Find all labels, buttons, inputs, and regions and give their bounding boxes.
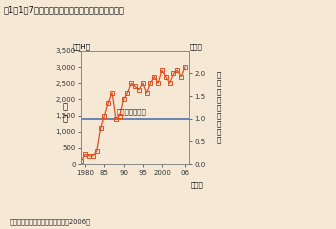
Text: 出典：気象庁『オゾン層観測報告2006』: 出典：気象庁『オゾン層観測報告2006』 [10, 218, 91, 225]
Text: （万H）: （万H） [73, 43, 91, 50]
Text: 南
極
大
陸
と
の
面
積
比: 南 極 大 陸 と の 面 積 比 [217, 72, 221, 143]
Text: 図1－1－7　南極上空のオゾンホールの面積の推移: 図1－1－7 南極上空のオゾンホールの面積の推移 [3, 6, 124, 15]
Text: 南極大陸の面積: 南極大陸の面積 [117, 108, 147, 114]
Text: （倍）: （倍） [190, 43, 203, 50]
Text: （年）: （年） [191, 182, 204, 188]
Text: 面
積: 面 積 [62, 102, 67, 124]
